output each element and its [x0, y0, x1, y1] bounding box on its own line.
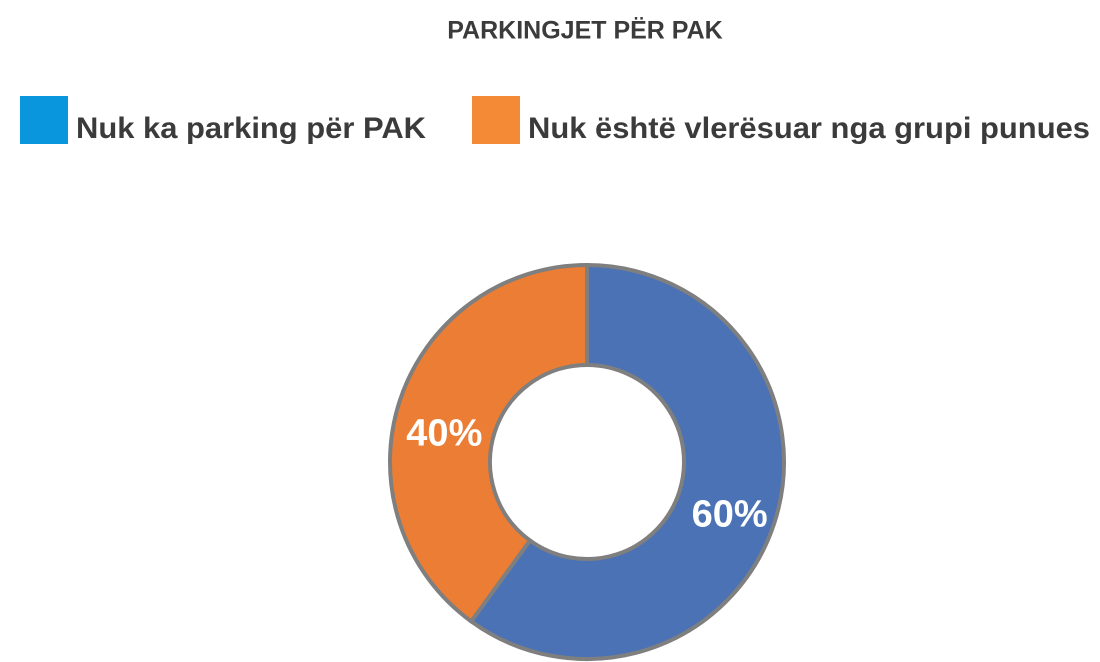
legend-swatch	[472, 96, 520, 144]
donut-slice	[388, 262, 589, 625]
chart-title: PARKINGJET PËR PAK	[447, 17, 723, 45]
legend-swatch	[20, 96, 68, 144]
data-label: 40%	[406, 413, 482, 455]
legend-label: Nuk është vlerësuar nga grupi punues	[528, 112, 1090, 145]
donut-slice	[468, 262, 786, 661]
legend-label: Nuk ka parking për PAK	[76, 112, 426, 145]
data-label: 60%	[692, 493, 768, 535]
